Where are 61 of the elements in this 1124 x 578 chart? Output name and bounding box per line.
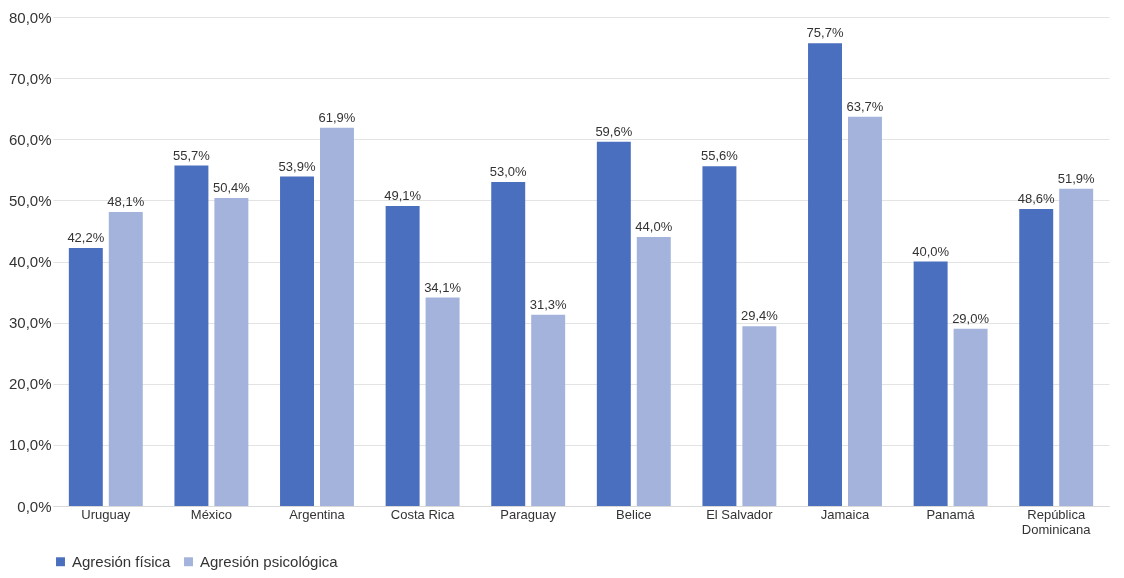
bar bbox=[280, 176, 314, 506]
bar bbox=[320, 127, 354, 506]
data-label: 53,9% bbox=[278, 158, 316, 174]
x-tick-label: México bbox=[190, 506, 232, 522]
bar bbox=[636, 237, 671, 506]
bar bbox=[68, 248, 103, 506]
x-tick-label: Belice bbox=[616, 506, 652, 522]
legend-label: Agresión psicológica bbox=[200, 552, 339, 570]
legend-label: Agresión física bbox=[72, 552, 172, 570]
data-label: 53,0% bbox=[489, 164, 528, 180]
data-label: 40,0% bbox=[912, 243, 950, 259]
y-tick-label: 60,0% bbox=[8, 130, 52, 148]
bar bbox=[596, 141, 631, 506]
bar bbox=[913, 261, 948, 506]
data-label: 48,1% bbox=[107, 193, 145, 209]
x-tick-label: El Salvador bbox=[706, 506, 774, 522]
bar bbox=[491, 182, 526, 506]
data-label: 29,0% bbox=[952, 310, 990, 326]
y-tick-label: 70,0% bbox=[8, 69, 52, 87]
bar bbox=[385, 205, 420, 506]
x-tick-label: Costa Rica bbox=[390, 506, 456, 522]
y-tick-label: 30,0% bbox=[8, 314, 52, 332]
data-label: 31,3% bbox=[529, 296, 568, 312]
bar bbox=[808, 43, 842, 506]
bar bbox=[953, 328, 988, 506]
y-tick-label: 20,0% bbox=[8, 375, 52, 393]
bar bbox=[108, 211, 143, 506]
x-tick-label: Paraguay bbox=[500, 506, 557, 522]
data-label: 50,4% bbox=[212, 179, 251, 195]
bar bbox=[425, 297, 460, 506]
data-label: 48,6% bbox=[1017, 190, 1056, 206]
data-label: 63,7% bbox=[846, 98, 884, 114]
y-tick-label: 40,0% bbox=[8, 253, 52, 270]
bar bbox=[174, 165, 209, 506]
bar bbox=[214, 197, 249, 506]
bar bbox=[848, 116, 882, 506]
bar bbox=[531, 314, 566, 506]
data-label: 51,9% bbox=[1057, 170, 1096, 186]
data-label: 49,1% bbox=[384, 187, 422, 203]
x-tick-label: República Dominicana bbox=[1021, 506, 1092, 537]
data-label: 44,0% bbox=[635, 219, 673, 235]
data-label: 55,6% bbox=[700, 148, 739, 164]
y-tick-label: 80,0% bbox=[8, 8, 52, 26]
x-tick-label: Uruguay bbox=[81, 506, 131, 522]
bar bbox=[702, 166, 737, 506]
data-label: 61,9% bbox=[318, 109, 356, 125]
y-tick-label: 10,0% bbox=[8, 436, 52, 454]
bar bbox=[1019, 208, 1054, 506]
data-label: 29,4% bbox=[740, 308, 779, 324]
data-label: 55,7% bbox=[172, 147, 211, 163]
x-tick-label: Jamaica bbox=[820, 506, 870, 522]
data-label: 34,1% bbox=[424, 279, 462, 295]
bar bbox=[742, 326, 777, 506]
y-tick-label: 50,0% bbox=[8, 191, 52, 209]
x-tick-label: Argentina bbox=[289, 506, 346, 522]
data-label: 42,2% bbox=[67, 230, 105, 246]
x-tick-label: Panamá bbox=[926, 506, 976, 522]
data-label: 75,7% bbox=[806, 25, 844, 41]
bar bbox=[1059, 188, 1094, 506]
data-label: 59,6% bbox=[595, 123, 633, 139]
y-tick-label: 0,0% bbox=[17, 497, 52, 515]
